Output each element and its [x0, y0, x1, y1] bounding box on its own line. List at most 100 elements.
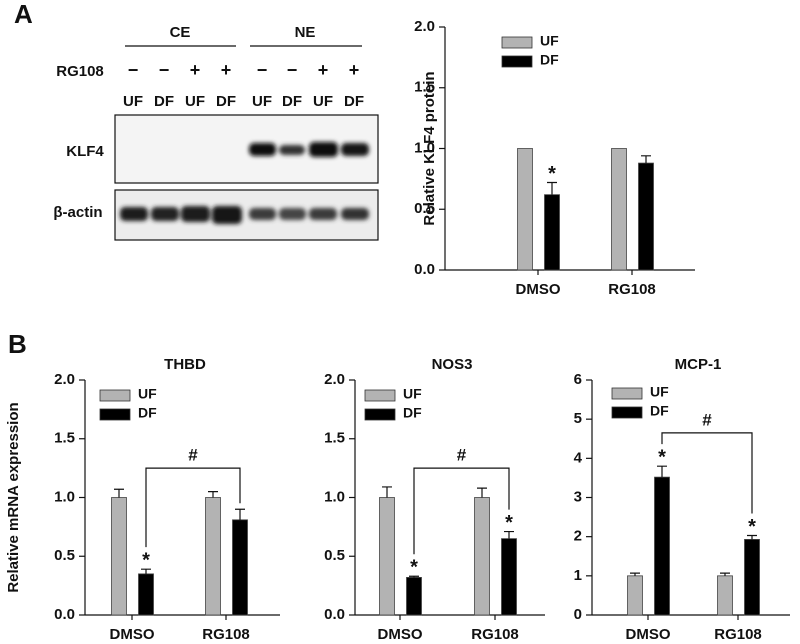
x-tick-label: DMSO [378, 626, 423, 643]
x-tick-label: RG108 [608, 281, 656, 298]
y-tick-label: 0.0 [414, 261, 435, 278]
lane-label: DF [154, 93, 174, 110]
legend-swatch [364, 408, 396, 421]
bar [501, 538, 517, 616]
y-tick-label: 1 [574, 567, 582, 584]
legend-swatch [99, 408, 131, 421]
band [249, 143, 276, 156]
chart-title: THBD [164, 356, 206, 373]
y-tick-label: 6 [574, 371, 582, 388]
legend-label: DF [650, 403, 669, 419]
blot-row-label: β-actin [53, 204, 102, 221]
band [279, 208, 306, 220]
legend-label: UF [650, 384, 669, 400]
bracket-label: # [457, 446, 467, 465]
significance-mark: * [142, 549, 150, 571]
legend-swatch [501, 36, 533, 49]
y-tick-label: 0.0 [324, 606, 345, 623]
panel-label: B [8, 329, 27, 359]
treatment-label: RG108 [56, 63, 104, 80]
bar [638, 162, 654, 271]
band [279, 145, 305, 155]
y-tick-label: 5 [574, 410, 582, 427]
error-bar [141, 568, 151, 574]
bar [138, 573, 154, 616]
bar [544, 194, 560, 271]
band [151, 207, 179, 221]
bar [744, 539, 760, 616]
y-tick-label: 2.0 [324, 371, 345, 388]
y-tick-label: 0.5 [54, 547, 75, 564]
legend-swatch [501, 55, 533, 68]
band [120, 207, 148, 221]
treatment-sign: − [128, 60, 139, 80]
error-bar [547, 181, 557, 195]
treatment-sign: − [287, 60, 298, 80]
bar [654, 476, 670, 616]
legend-label: UF [138, 386, 157, 402]
lane-label: UF [185, 93, 205, 110]
y-tick-label: 0.5 [414, 200, 435, 217]
legend-swatch [99, 389, 131, 402]
blot-row-label: KLF4 [66, 143, 104, 160]
bracket-label: # [702, 410, 712, 429]
error-bar [504, 530, 514, 539]
legend-label: DF [403, 405, 422, 421]
lane-label: DF [282, 93, 302, 110]
bar [232, 519, 248, 616]
band [181, 206, 210, 222]
y-axis-label: Relative KLF4 protein [421, 71, 438, 225]
treatment-sign: + [190, 60, 201, 80]
bar [627, 575, 643, 616]
blot-group: NE [295, 24, 316, 41]
x-tick-label: DMSO [516, 281, 561, 298]
chart-title: NOS3 [432, 356, 473, 373]
error-bar [208, 491, 218, 498]
error-bar [477, 487, 487, 498]
treatment-sign: + [318, 60, 329, 80]
bar [205, 497, 221, 616]
error-bar [747, 534, 757, 540]
y-tick-label: 1.5 [324, 430, 345, 447]
x-tick-label: DMSO [110, 626, 155, 643]
error-bar [720, 572, 730, 576]
lane-label: UF [252, 93, 272, 110]
blot-box [114, 114, 379, 184]
significance-mark: * [658, 446, 666, 468]
treatment-sign: − [159, 60, 170, 80]
bracket [145, 467, 241, 548]
y-tick-label: 1.5 [414, 79, 435, 96]
band [249, 208, 276, 220]
bracket-label: # [188, 446, 198, 465]
error-bar [641, 155, 651, 164]
error-bar [114, 488, 124, 498]
bar [111, 497, 127, 616]
lane-label: UF [313, 93, 333, 110]
significance-mark: * [548, 163, 556, 185]
significance-mark: * [410, 557, 418, 579]
band [309, 208, 337, 220]
y-tick-label: 1.0 [324, 488, 345, 505]
y-tick-label: 1.5 [54, 430, 75, 447]
y-tick-label: 1.0 [54, 488, 75, 505]
lane-label: DF [216, 93, 236, 110]
bar [406, 577, 422, 616]
error-bar [630, 572, 640, 576]
bar [379, 497, 395, 616]
treatment-sign: + [221, 60, 232, 80]
blot-bands [120, 142, 369, 224]
bar [474, 497, 490, 616]
y-tick-label: 3 [574, 488, 582, 505]
y-tick-label: 2.0 [414, 18, 435, 35]
legend-label: UF [540, 33, 559, 49]
band [341, 208, 369, 220]
band [212, 206, 242, 224]
panel-label: A [14, 0, 33, 29]
error-bar [382, 486, 392, 498]
significance-mark: * [505, 512, 513, 534]
y-tick-label: 1.0 [414, 139, 435, 156]
y-tick-label: 0 [574, 606, 582, 623]
y-tick-label: 2 [574, 528, 582, 545]
legend-label: UF [403, 386, 422, 402]
